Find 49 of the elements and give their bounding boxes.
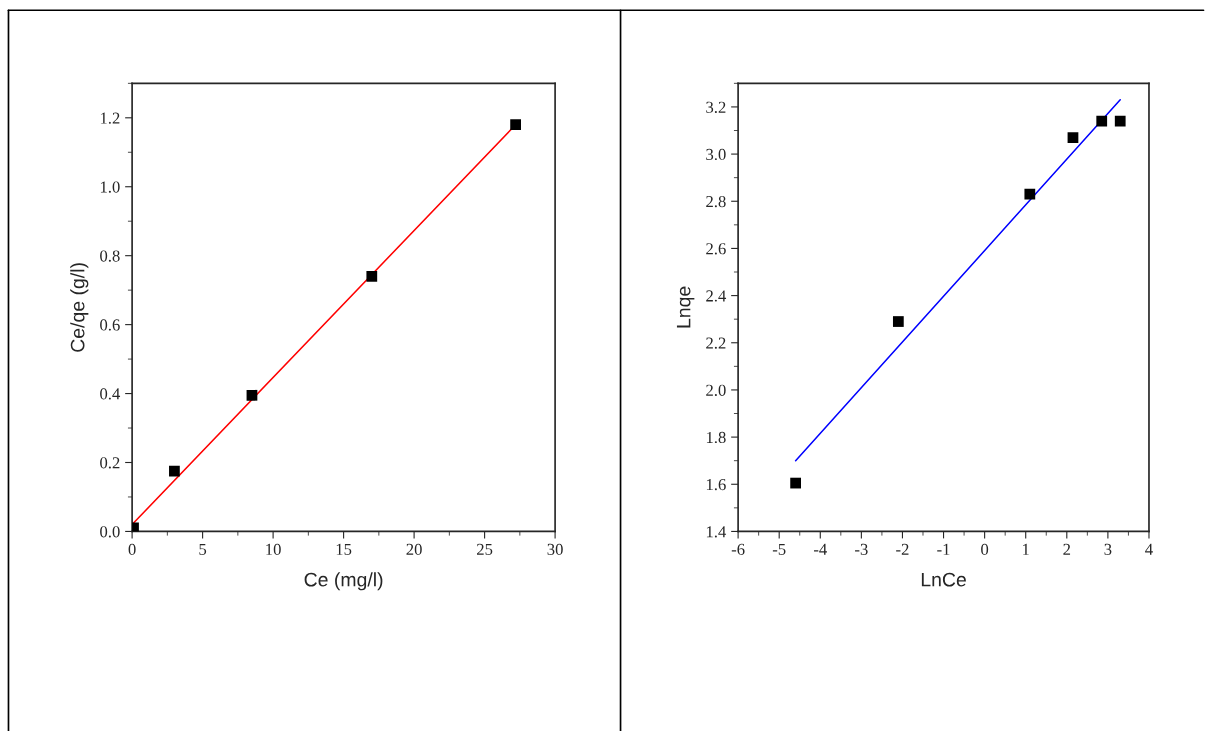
y-axis-title: Ce/qe (g/l) (70, 263, 89, 352)
x-axis-title: Ce (mg/l) (304, 572, 383, 591)
y-tick-label: 1.8 (706, 431, 726, 444)
x-tick-label: 15 (336, 543, 352, 555)
x-tick-label: -4 (813, 543, 827, 555)
x-tick-label: -1 (937, 543, 950, 555)
x-tick-label: 10 (266, 543, 281, 555)
y-tick-label: 0.4 (100, 388, 121, 400)
point (892, 316, 904, 327)
y-tick-label: 2.6 (706, 243, 726, 255)
x-tick-label: -6 (731, 543, 745, 555)
y-tick-label: 0.6 (100, 319, 120, 331)
x-tick-label: 30 (547, 543, 563, 555)
x-tick-label: 3 (1104, 543, 1112, 555)
point (169, 465, 180, 477)
x-tick-label: -2 (896, 543, 909, 555)
x-tick-label: 5 (199, 543, 207, 555)
y-tick-label: 2.0 (706, 384, 726, 396)
x-tick-label: 4 (1145, 543, 1153, 555)
y-tick-label: 0.8 (100, 250, 120, 262)
x-tick-label: -3 (855, 543, 868, 555)
y-tick-label: 3.2 (706, 101, 726, 113)
y-tick-label: 2.2 (706, 337, 726, 349)
y-tick-label: 3.0 (706, 148, 726, 161)
x-axis-title: LnCe (921, 572, 966, 587)
y-tick-label: 1.0 (100, 181, 120, 193)
x-tick-label: 1 (1023, 543, 1029, 555)
y-tick-label: 2.8 (706, 195, 726, 208)
point (790, 477, 802, 489)
point (1067, 132, 1079, 143)
y-tick-label: 1.4 (706, 526, 727, 538)
y-axis-title: Lnqe (676, 286, 695, 328)
x-tick-label: -5 (772, 543, 786, 555)
point (510, 119, 521, 131)
x-tick-label: 0 (981, 543, 989, 555)
x-tick-label: 2 (1063, 543, 1071, 555)
point (1096, 115, 1108, 127)
x-tick-label: 25 (477, 543, 493, 555)
point (1024, 188, 1036, 200)
y-tick-label: 1.6 (706, 479, 726, 491)
point (1114, 115, 1126, 127)
point (246, 389, 258, 401)
x-tick-label: 0 (128, 543, 136, 555)
y-tick-label: 1.2 (100, 112, 120, 124)
y-tick-label: 2.4 (706, 290, 727, 302)
x-tick-label: 20 (406, 543, 422, 555)
y-tick-label: 0.0 (100, 526, 120, 538)
y-tick-label: 0.2 (100, 457, 120, 469)
point (366, 270, 378, 282)
